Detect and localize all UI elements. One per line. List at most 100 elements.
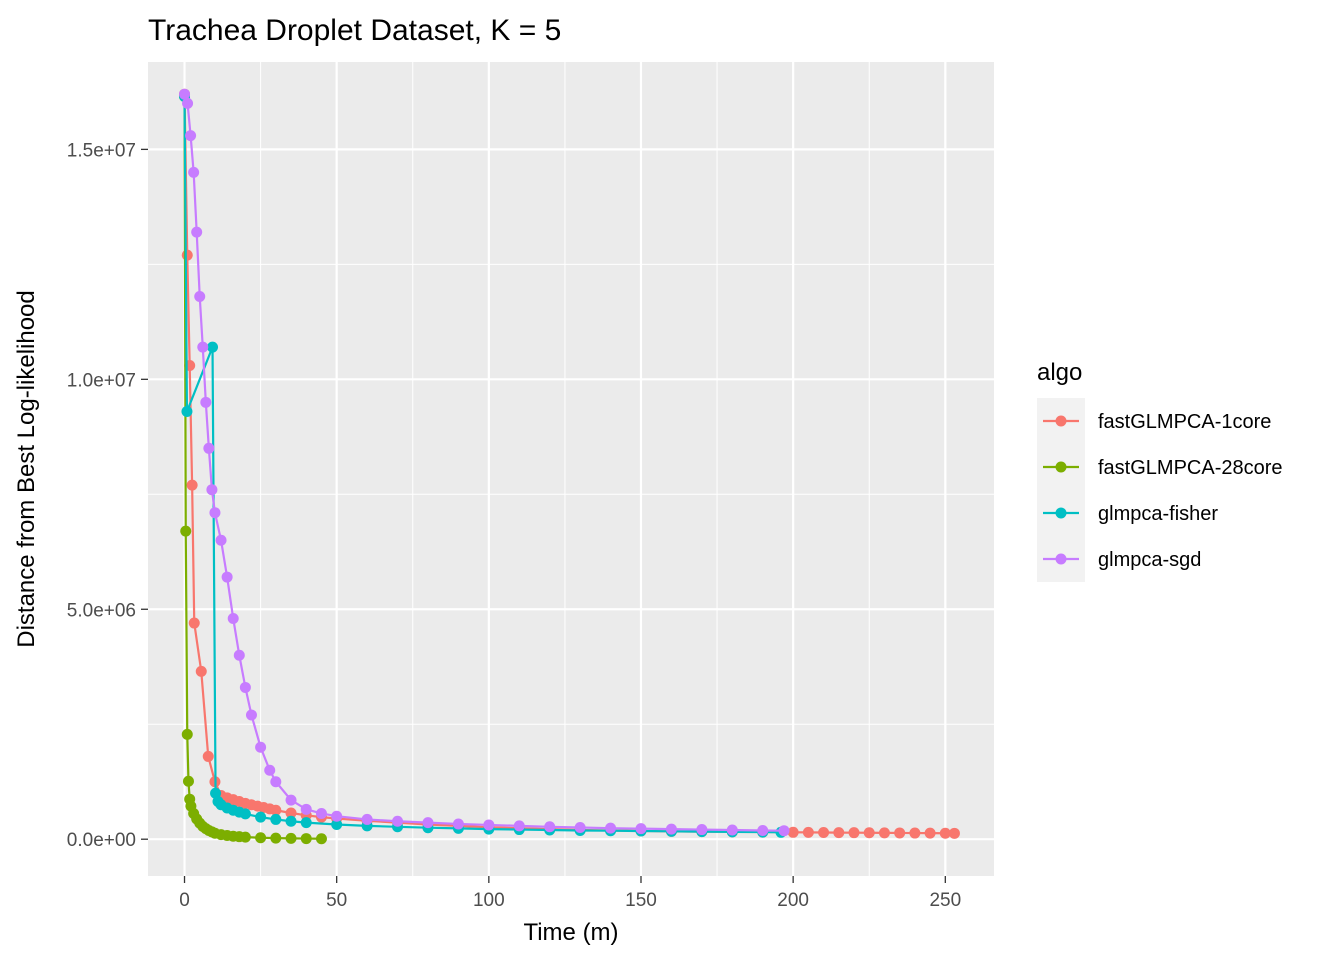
data-point (818, 826, 830, 838)
plot-panel (148, 62, 994, 876)
data-point (179, 88, 191, 100)
legend-title: algo (1037, 359, 1082, 386)
data-point (245, 709, 257, 721)
legend-label: glmpca-sgd (1098, 549, 1201, 571)
data-point (948, 827, 960, 839)
data-point (894, 827, 906, 839)
legend-label: fastGLMPCA-28core (1098, 457, 1283, 479)
data-point (182, 775, 194, 787)
legend-item: fastGLMPCA-1core (1043, 411, 1271, 433)
data-point (331, 818, 343, 830)
data-point (239, 831, 251, 843)
data-point (300, 817, 312, 829)
data-point (331, 810, 343, 822)
data-point (270, 813, 282, 825)
data-point (239, 808, 251, 820)
data-point (315, 833, 327, 845)
data-point (264, 764, 276, 776)
data-point (696, 824, 708, 836)
data-point (215, 534, 227, 546)
data-point (270, 776, 282, 788)
data-point (422, 817, 434, 829)
legend-item: glmpca-fisher (1043, 503, 1218, 525)
data-point (186, 479, 198, 491)
x-tick-label: 50 (326, 890, 347, 911)
x-tick-label: 150 (625, 890, 657, 911)
x-tick-label: 0 (179, 890, 190, 911)
data-point (635, 823, 647, 835)
data-point (909, 827, 921, 839)
legend-key-background (1037, 398, 1085, 582)
data-point (315, 807, 327, 819)
series-layer (179, 88, 960, 845)
data-point (802, 826, 814, 838)
data-point (209, 507, 221, 519)
y-axis: 0.0e+00 5.0e+06 1.0e+07 1.5e+07 (67, 140, 148, 851)
data-point (255, 832, 267, 844)
legend-key-point (1055, 415, 1067, 427)
legend-item: glmpca-sgd (1043, 549, 1201, 571)
data-point (210, 787, 222, 799)
data-point (544, 821, 556, 833)
data-point (255, 811, 267, 823)
data-point (181, 406, 193, 418)
data-point (300, 833, 312, 845)
y-tick-label: 0.0e+00 (67, 830, 136, 851)
data-point (605, 822, 617, 834)
data-point (483, 819, 495, 831)
data-point (392, 815, 404, 827)
data-point (185, 130, 197, 142)
data-point (848, 827, 860, 839)
x-tick-label: 100 (473, 890, 505, 911)
data-point (191, 226, 203, 238)
y-tick-label: 5.0e+06 (67, 600, 136, 621)
data-point (300, 803, 312, 815)
legend-key-point (1055, 507, 1067, 519)
data-point (221, 571, 233, 583)
data-point (195, 665, 207, 677)
series-glmpca-sgd (179, 88, 790, 837)
data-point (181, 728, 193, 740)
legend: algo fastGLMPCA-1core fastGLMPCA-28core gl… (1037, 359, 1283, 582)
x-tick-label: 250 (929, 890, 961, 911)
data-point (787, 826, 799, 838)
data-point (833, 827, 845, 839)
data-point (181, 249, 193, 261)
legend-label: glmpca-fisher (1098, 503, 1218, 525)
data-point (188, 166, 200, 178)
data-point (239, 681, 251, 693)
data-point (452, 818, 464, 830)
x-tick-label: 200 (777, 890, 809, 911)
data-point (361, 813, 373, 825)
data-point (863, 827, 875, 839)
data-point (202, 750, 214, 762)
data-point (270, 832, 282, 844)
data-point (233, 649, 245, 661)
chart-title: Trachea Droplet Dataset, K = 5 (148, 14, 561, 47)
y-tick-label: 1.5e+07 (67, 140, 136, 161)
minor-gridlines (148, 62, 994, 876)
data-point (206, 484, 218, 496)
x-axis: 0 50 100 150 200 250 (179, 876, 961, 911)
data-point (878, 827, 890, 839)
data-point (778, 825, 790, 837)
data-point (285, 807, 297, 819)
data-point (182, 97, 194, 109)
y-axis-title: Distance from Best Log-likelihood (13, 290, 40, 648)
data-point (194, 291, 206, 303)
x-axis-title: Time (m) (523, 919, 618, 946)
data-point (665, 823, 677, 835)
data-point (197, 341, 209, 353)
data-point (207, 341, 219, 353)
y-tick-label: 1.0e+07 (67, 370, 136, 391)
series-fastGLMPCA-28core (179, 90, 327, 845)
data-point (726, 824, 738, 836)
data-point (285, 832, 297, 844)
data-point (200, 396, 212, 408)
legend-item: fastGLMPCA-28core (1043, 457, 1283, 479)
data-point (924, 827, 936, 839)
data-point (574, 821, 586, 833)
data-point (939, 827, 951, 839)
data-point (757, 824, 769, 836)
